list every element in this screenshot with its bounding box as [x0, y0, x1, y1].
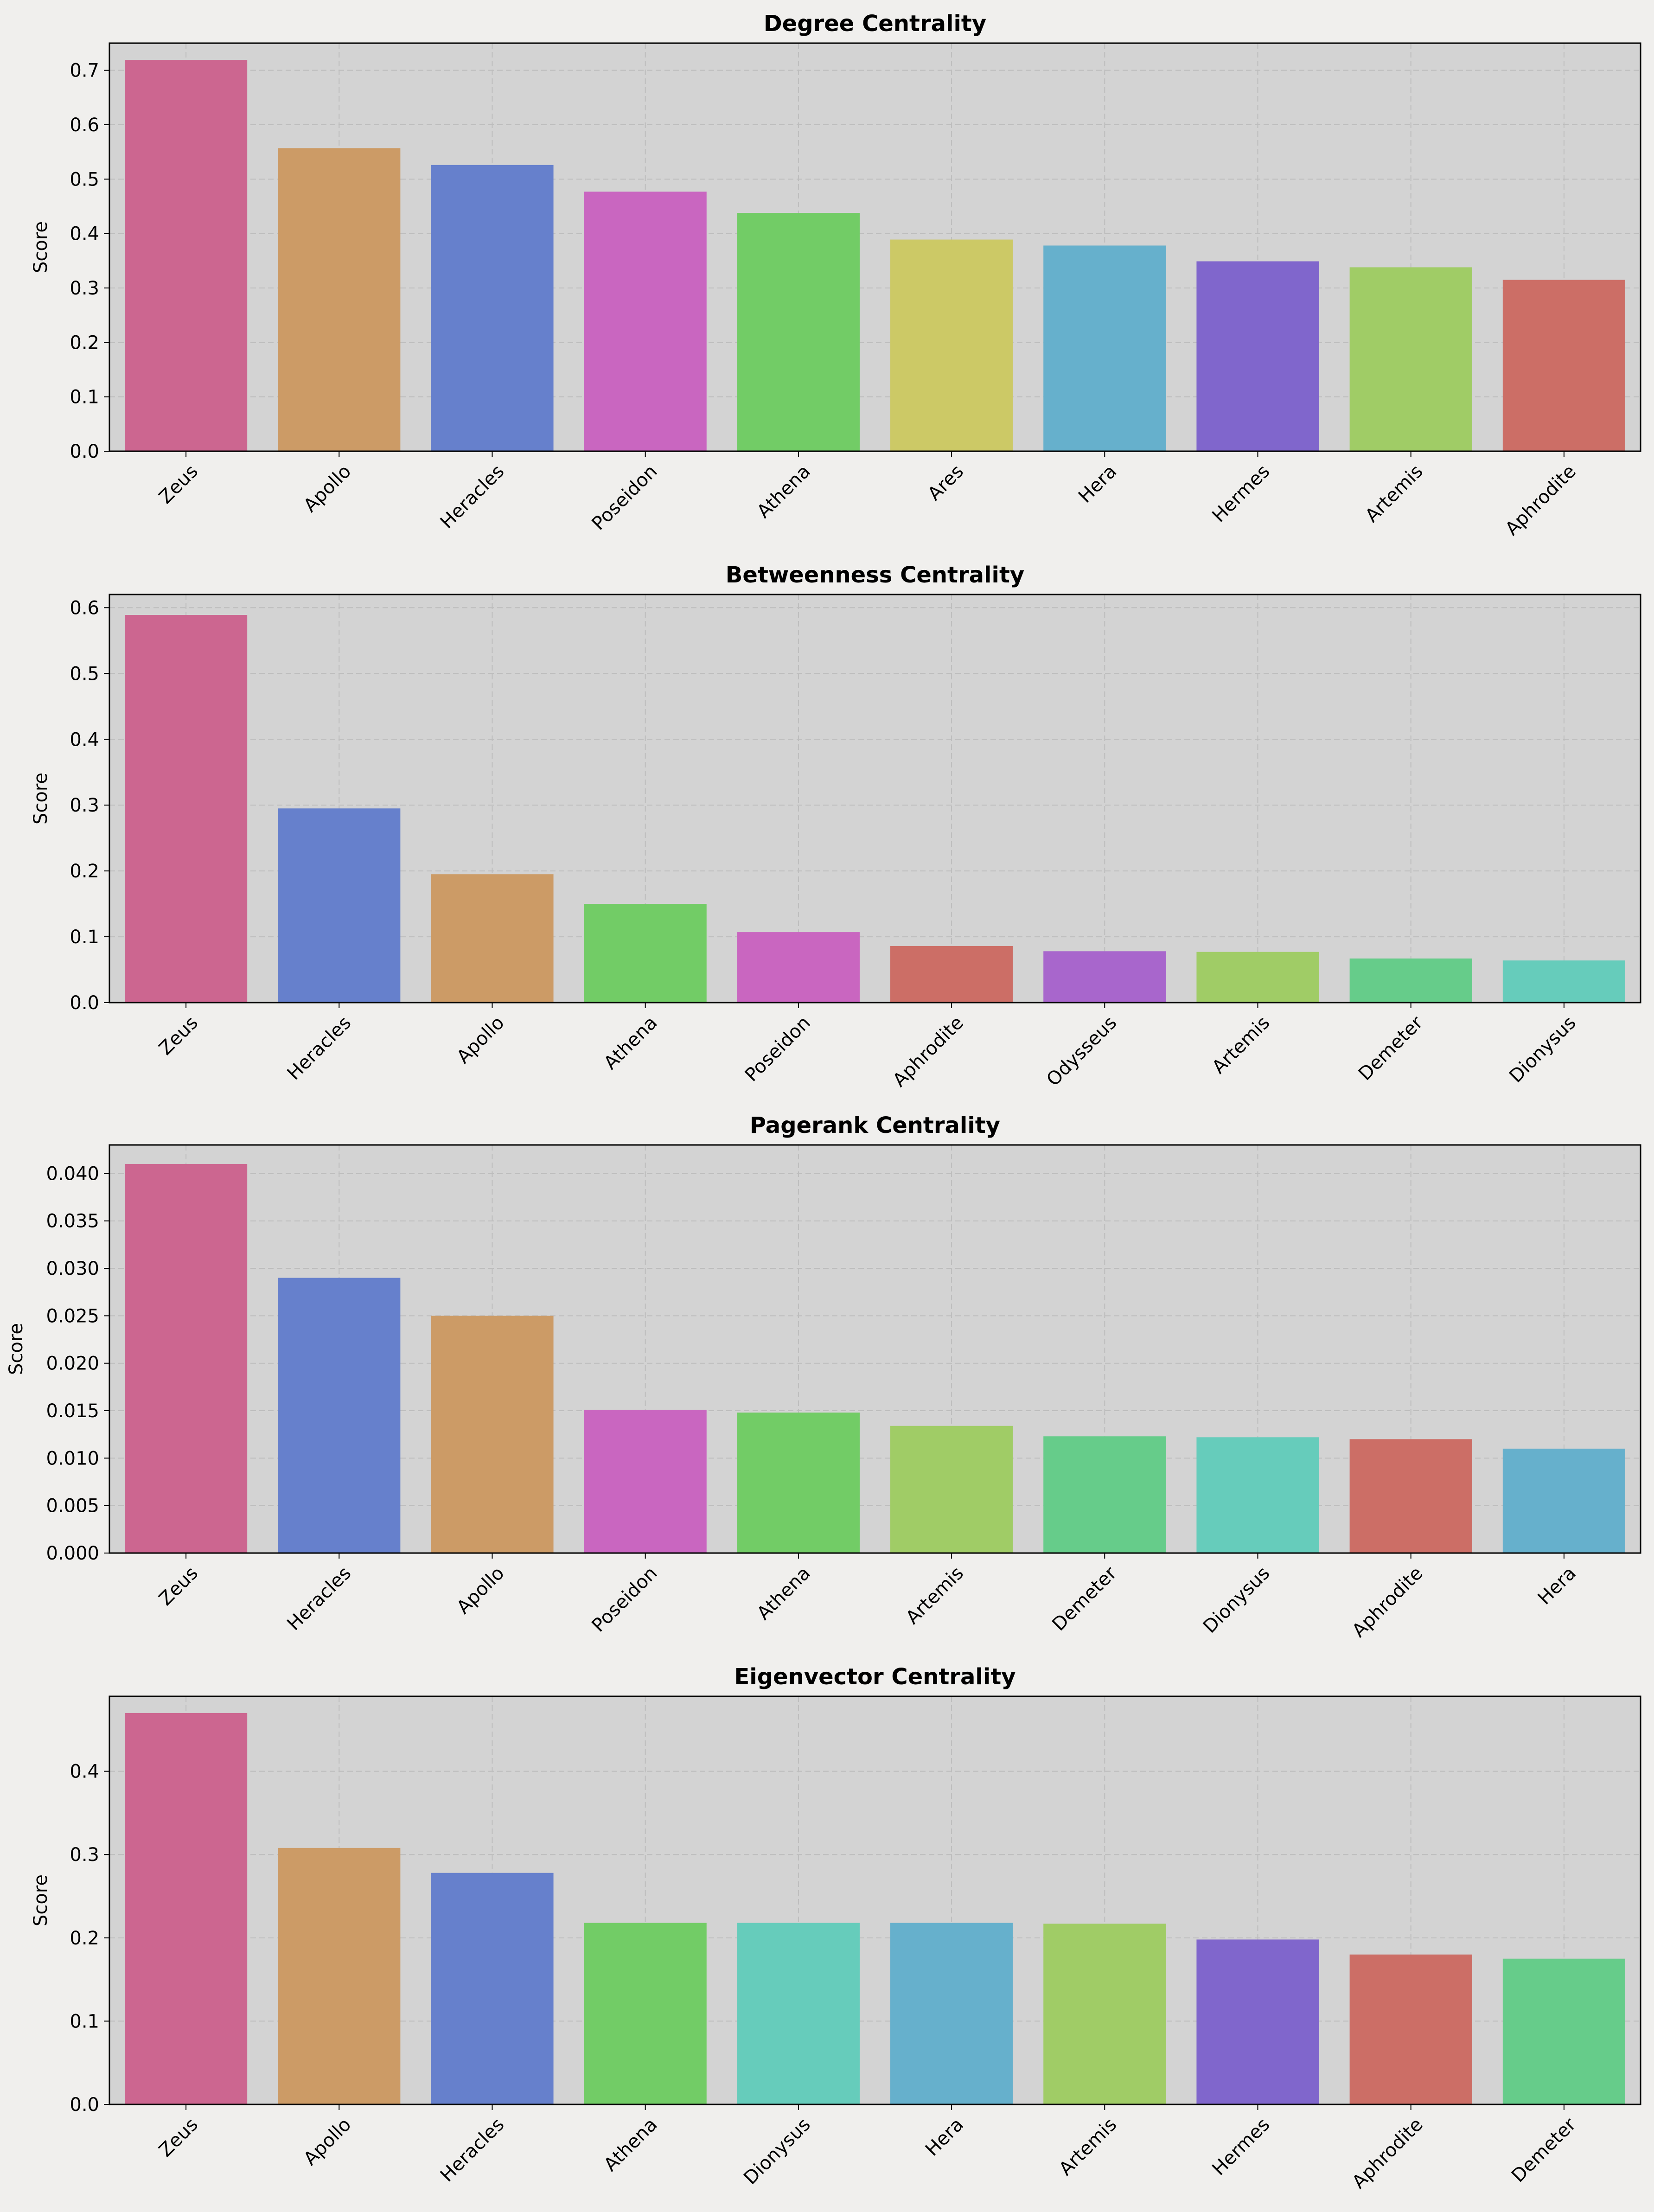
bar-odysseus	[1043, 951, 1166, 1003]
bar-hera	[1043, 245, 1166, 451]
y-tick-label: 0.6	[70, 597, 99, 619]
bar-athena	[584, 1923, 707, 2104]
bar-heracles	[431, 1873, 554, 2104]
y-tick-label: 0.0	[70, 441, 99, 462]
bar-artemis	[1349, 267, 1472, 451]
y-tick-label: 0.1	[70, 387, 99, 408]
y-tick-label: 0.7	[70, 60, 99, 82]
bar-apollo	[278, 1848, 401, 2104]
bar-zeus	[125, 1164, 248, 1553]
bar-apollo	[431, 1316, 554, 1553]
y-tick-label: 0.2	[70, 861, 99, 882]
bar-poseidon	[737, 932, 860, 1003]
bar-hera	[1502, 1448, 1625, 1553]
bar-demeter	[1502, 1958, 1625, 2104]
bar-artemis	[1043, 1924, 1166, 2104]
y-tick-label: 0.5	[70, 663, 99, 684]
bar-heracles	[278, 1278, 401, 1553]
y-tick-label: 0.040	[46, 1163, 99, 1184]
bar-aphrodite	[1349, 1954, 1472, 2104]
bar-artemis	[890, 1426, 1013, 1553]
bar-athena	[737, 1413, 860, 1553]
bar-dionysus	[1502, 960, 1625, 1003]
plot-frame	[109, 42, 1641, 452]
y-tick-label: 0.6	[70, 115, 99, 136]
bar-artemis	[1196, 952, 1319, 1003]
y-tick-label: 0.010	[46, 1448, 99, 1469]
y-tick-label: 0.015	[46, 1400, 99, 1422]
plot-frame	[109, 1695, 1641, 2105]
bar-poseidon	[584, 192, 707, 451]
y-tick-label: 0.035	[46, 1211, 99, 1232]
y-tick-label: 0.0	[70, 992, 99, 1014]
y-tick-label: 0.3	[70, 795, 99, 816]
y-axis-label: Score	[30, 1874, 51, 1926]
bar-zeus	[125, 60, 248, 451]
bar-zeus	[125, 1713, 248, 2104]
y-tick-label: 0.4	[70, 1761, 99, 1783]
chart-title: Betweenness Centrality	[726, 562, 1024, 588]
plot-frame	[109, 594, 1641, 1004]
bar-hermes	[1196, 1939, 1319, 2104]
bar-demeter	[1349, 958, 1472, 1003]
y-tick-label: 0.5	[70, 169, 99, 190]
y-tick-label: 0.000	[46, 1543, 99, 1564]
bar-poseidon	[584, 1409, 707, 1553]
y-tick-label: 0.4	[70, 729, 99, 750]
bar-apollo	[431, 874, 554, 1003]
y-tick-label: 0.0	[70, 2094, 99, 2116]
y-axis-label: Score	[30, 221, 51, 273]
bar-aphrodite	[1502, 280, 1625, 451]
bar-aphrodite	[1349, 1439, 1472, 1553]
y-tick-label: 0.3	[70, 1844, 99, 1866]
y-tick-label: 0.1	[70, 2011, 99, 2032]
y-tick-label: 0.2	[70, 332, 99, 353]
chart-panel-2: 0.000 0.005 0.010 0.015 0.020 0.025 0.030 0.035…	[6, 1112, 1641, 1642]
y-tick-label: 0.020	[46, 1353, 99, 1375]
bar-hermes	[1196, 261, 1319, 451]
bar-athena	[584, 904, 707, 1003]
chart-title: Degree Centrality	[764, 11, 986, 37]
bar-heracles	[278, 808, 401, 1003]
bar-hera	[890, 1923, 1013, 2104]
bar-aphrodite	[890, 946, 1013, 1003]
bar-demeter	[1043, 1436, 1166, 1553]
chart-title: Pagerank Centrality	[750, 1112, 1000, 1138]
bar-dionysus	[1196, 1437, 1319, 1553]
bar-athena	[737, 213, 860, 452]
bar-heracles	[431, 165, 554, 451]
bar-ares	[890, 239, 1013, 451]
y-tick-label: 0.4	[70, 224, 99, 245]
y-axis-label: Score	[30, 773, 51, 825]
y-axis-label: Score	[6, 1323, 27, 1375]
chart-title: Eigenvector Centrality	[734, 1664, 1015, 1690]
y-tick-label: 0.2	[70, 1928, 99, 1949]
y-tick-label: 0.1	[70, 927, 99, 948]
y-tick-label: 0.030	[46, 1258, 99, 1279]
y-tick-label: 0.005	[46, 1496, 99, 1517]
plot-frame	[109, 1144, 1641, 1554]
bar-zeus	[125, 615, 248, 1003]
y-tick-label: 0.025	[46, 1305, 99, 1327]
bar-dionysus	[737, 1923, 860, 2104]
y-tick-label: 0.3	[70, 278, 99, 299]
bar-apollo	[278, 148, 401, 451]
